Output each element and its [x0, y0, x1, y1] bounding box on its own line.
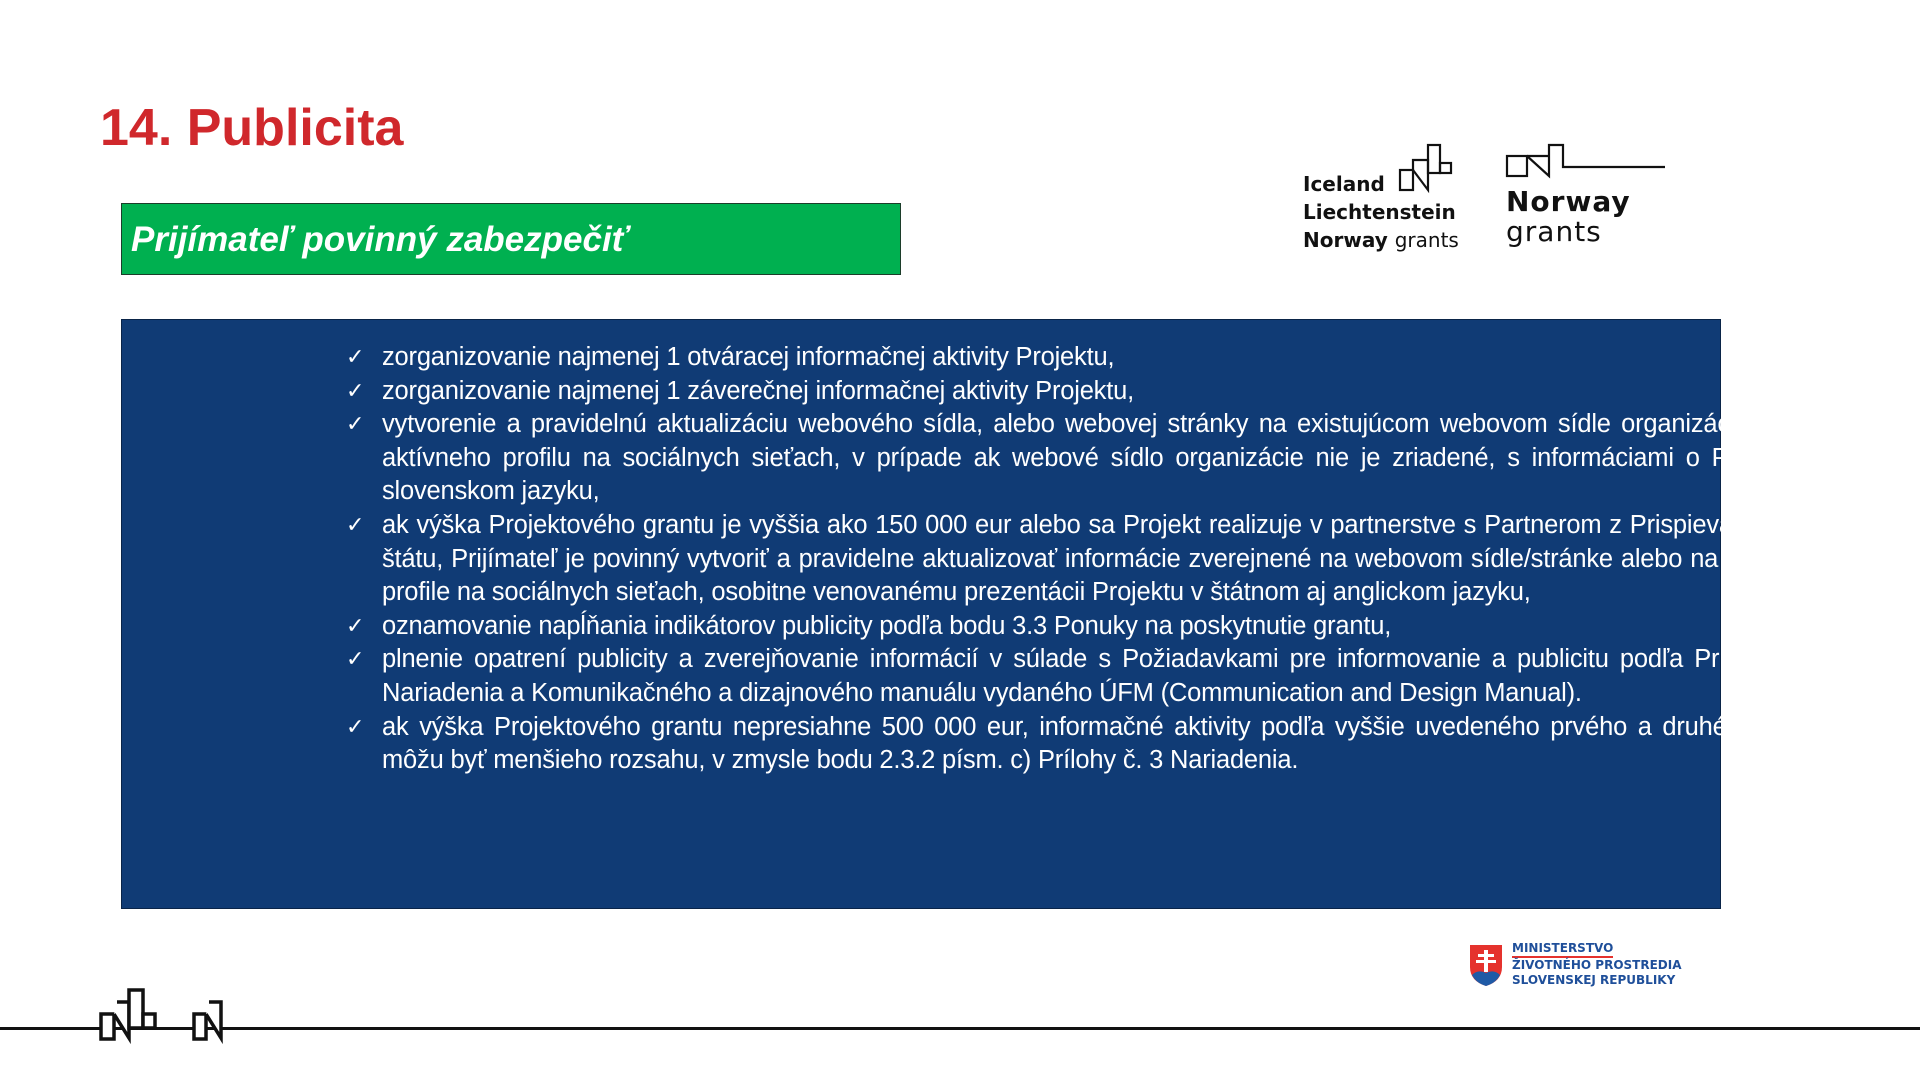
subtitle-banner: Prijímateľ povinný zabezpečiť: [121, 203, 901, 275]
check-icon: ✓: [346, 345, 365, 370]
check-icon: ✓: [346, 512, 365, 538]
ministry-logo: MINISTERSTVO ŽIVOTNÉHO PROSTREDIA SLOVEN…: [1468, 941, 1708, 991]
eea-grants-logo: Iceland Liechtenstein Norway grants: [1302, 143, 1467, 253]
norway-line1: Norway: [1506, 185, 1631, 218]
ministry-line1: MINISTERSTVO: [1512, 941, 1614, 958]
list-item-text: oznamovanie napĺňania indikátorov public…: [382, 611, 1392, 640]
list-item-text: zorganizovanie najmenej 1 otváracej info…: [382, 343, 1115, 371]
check-icon: ✓: [346, 412, 365, 438]
list-item: ✓ ak výška Projektového grantu nepresiahn…: [346, 711, 1828, 778]
norway-grants-logo: Norway grants: [1505, 143, 1670, 253]
footer-divider: [0, 1027, 1920, 1030]
eea-line2: Liechtenstein: [1303, 200, 1456, 224]
list-item: ✓ vytvorenie a pravidelnú aktualizáciu we…: [346, 408, 1828, 509]
eea-line3-bold: Norway: [1303, 228, 1388, 252]
footer-grants-logo-mark: [99, 988, 223, 1045]
list-item-text: plnenie opatrení publicity a zverejňovan…: [382, 645, 1828, 707]
ministry-line3: SLOVENSKEJ REPUBLIKY: [1512, 973, 1676, 987]
list-item: ✓ plnenie opatrení publicity a zverejňova…: [346, 643, 1828, 710]
list-item: ✓ zorganizovanie najmenej 1 záverečnej in…: [346, 375, 1828, 409]
check-icon: ✓: [346, 714, 365, 740]
check-icon: ✓: [346, 378, 365, 404]
list-item: ✓ ak výška Projektového grantu je vyššia …: [346, 509, 1828, 610]
list-item-text: ak výška Projektového grantu nepresiahne…: [382, 712, 1828, 775]
eea-line3-light: grants: [1394, 228, 1459, 252]
list-item-text: vytvorenie a pravidelnú aktualizáciu web…: [382, 410, 1828, 506]
slovak-coat-of-arms-icon: [1470, 945, 1502, 986]
eea-grants-logo-mark: [1398, 143, 1453, 194]
list-item: ✓ oznamovanie napĺňania indikátorov publi…: [346, 610, 1828, 644]
subtitle-text: Prijímateľ povinný zabezpečiť: [131, 220, 629, 259]
norway-grants-logo-mark: [1505, 143, 1665, 179]
eea-line1: Iceland: [1303, 172, 1385, 196]
list-item-text: zorganizovanie najmenej 1 záverečnej inf…: [382, 376, 1134, 405]
content-panel: ✓ zorganizovanie najmenej 1 otváracej inf…: [121, 319, 1828, 909]
page-title: 14. Publicita: [100, 99, 404, 157]
check-icon: ✓: [346, 647, 365, 673]
norway-line2: grants: [1506, 215, 1602, 248]
obligations-list: ✓ zorganizovanie najmenej 1 otváracej inf…: [346, 341, 1828, 778]
check-icon: ✓: [346, 613, 365, 639]
list-item-text: ak výška Projektového grantu je vyššia a…: [382, 510, 1828, 607]
ministry-line2: ŽIVOTNÉHO PROSTREDIA: [1512, 958, 1682, 972]
list-item: ✓ zorganizovanie najmenej 1 otváracej inf…: [346, 341, 1828, 375]
